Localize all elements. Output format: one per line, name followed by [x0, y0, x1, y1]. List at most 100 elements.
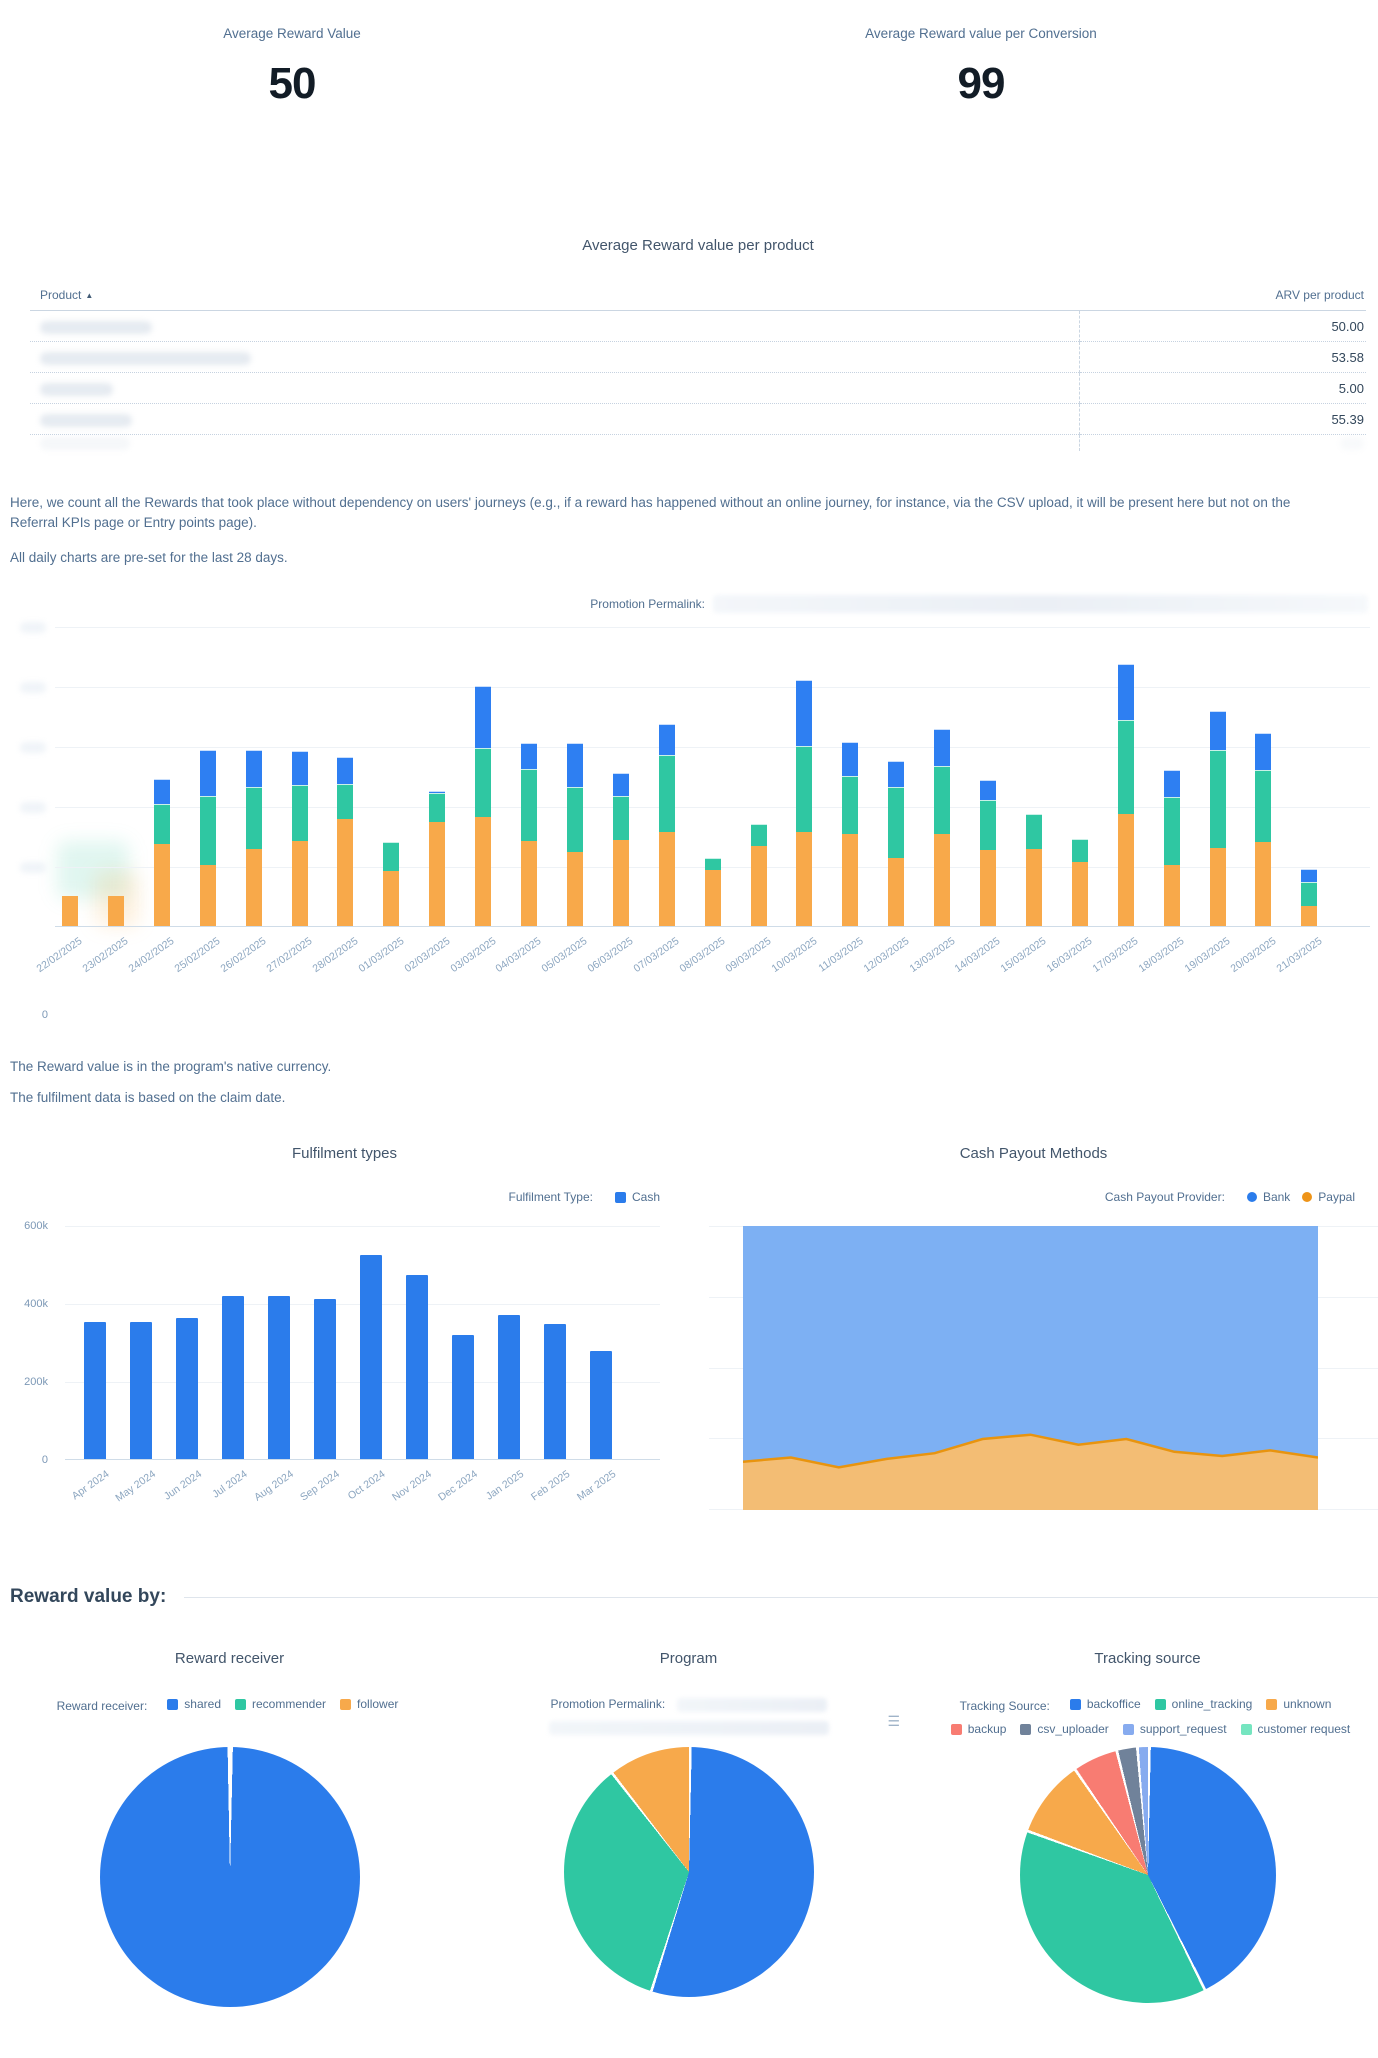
- daily-chart-plot-area: [55, 627, 1370, 928]
- green-segment: [612, 796, 629, 841]
- Cash-swatch: [614, 1191, 626, 1203]
- blue-segment: [842, 742, 859, 777]
- legend-item-backup[interactable]: backup: [950, 1718, 1006, 1741]
- table-title: Average Reward value per product: [582, 237, 814, 254]
- legend-title: Cash Payout Provider:: [1104, 1190, 1225, 1205]
- cash-bar-Aug-2024: [268, 1296, 290, 1460]
- blue-segment: [337, 757, 354, 785]
- legend-item-Bank[interactable]: Bank: [1246, 1190, 1290, 1204]
- legend-label: follower: [357, 1697, 399, 1712]
- stacked-bar-10/03/2025: [796, 680, 813, 927]
- orange-segment: [1025, 849, 1042, 927]
- unknown-swatch: [1266, 1699, 1278, 1711]
- blue-segment: [475, 686, 492, 749]
- orange-segment: [658, 832, 675, 927]
- green-segment: [1025, 814, 1042, 850]
- x-axis-label: 02/03/2025: [402, 935, 453, 976]
- legend-item-backoffice[interactable]: backoffice: [1069, 1693, 1141, 1716]
- stacked-bar-18/03/2025: [1163, 770, 1180, 927]
- cash-bar-Feb-2025: [544, 1324, 566, 1460]
- blue-segment: [521, 743, 537, 770]
- intro-paragraph: All daily charts are pre-set for the las…: [10, 550, 288, 566]
- kpi-average-reward-value: Average Reward Value 50: [0, 26, 584, 109]
- orange-segment: [245, 849, 262, 927]
- stacked-bar-21/03/2025: [1301, 869, 1318, 927]
- arv-value: 53.58: [1078, 341, 1366, 373]
- sort-asc-icon: ▲: [85, 291, 94, 300]
- redacted-y-tick: [20, 682, 46, 694]
- x-axis-label: 01/03/2025: [356, 935, 407, 976]
- orange-segment: [429, 822, 446, 927]
- csv_uploader-swatch: [1020, 1723, 1032, 1735]
- pie-title: Tracking source: [1094, 1650, 1201, 1668]
- backoffice-swatch: [1069, 1699, 1081, 1711]
- legend-item-recommender[interactable]: recommender: [235, 1693, 326, 1716]
- orange-segment: [980, 850, 996, 927]
- green-segment: [521, 769, 537, 842]
- redacted-product-name: [40, 351, 251, 365]
- orange-segment: [1301, 906, 1318, 927]
- x-axis-label: 13/03/2025: [907, 935, 957, 976]
- legend-item-Cash[interactable]: Cash: [614, 1190, 660, 1204]
- legend-item-support_request[interactable]: support_request: [1122, 1718, 1227, 1741]
- stacked-bar-11/03/2025: [842, 742, 859, 927]
- redacted-legend-value: [676, 1698, 827, 1713]
- legend-item-csv_uploader[interactable]: csv_uploader: [1020, 1718, 1109, 1741]
- stacked-bar-05/03/2025: [566, 743, 583, 927]
- x-axis-label: 08/03/2025: [677, 935, 728, 976]
- cash-bar-May-2024: [130, 1322, 152, 1460]
- orange-segment: [383, 871, 400, 927]
- table-row: 55.39: [30, 403, 1366, 435]
- cash-payout-area-chart: [709, 1226, 1378, 1511]
- legend-title: Fulfilment Type:: [508, 1190, 593, 1205]
- reward-receiver-legend: Reward receiver: shared recommender followe…: [57, 1693, 403, 1745]
- promotion-permalink-label: Promotion Permalink:: [590, 597, 705, 612]
- kpi-label: Average Reward Value: [223, 26, 361, 41]
- stacked-bar-20/03/2025: [1255, 733, 1272, 927]
- orange-segment: [1209, 848, 1226, 927]
- x-axis-label: Feb 2025: [528, 1468, 572, 1504]
- orange-segment: [1163, 865, 1180, 927]
- gridline: [65, 1226, 660, 1228]
- gridline: [55, 807, 1370, 809]
- x-axis-label: Jul 2024: [210, 1468, 250, 1501]
- blue-segment: [980, 780, 996, 801]
- online_tracking-swatch: [1154, 1699, 1166, 1711]
- legend-item-online_tracking[interactable]: online_tracking: [1154, 1693, 1252, 1716]
- kpi-value: 99: [957, 59, 1006, 108]
- legend-item-Paypal[interactable]: Paypal: [1302, 1190, 1355, 1204]
- redacted-product-name: [40, 382, 113, 396]
- green-segment: [658, 755, 675, 833]
- blue-segment: [658, 724, 675, 756]
- y-axis-label: 600k: [24, 1220, 48, 1233]
- redacted-y-tick: [20, 742, 46, 754]
- orange-segment: [62, 896, 78, 927]
- fulfilment-legend: Fulfilment Type: Cash: [0, 1190, 689, 1204]
- x-axis-label: Sep 2024: [298, 1468, 342, 1504]
- blue-segment: [291, 751, 308, 786]
- legend-item-customer-request[interactable]: customer request: [1240, 1718, 1350, 1741]
- legend-label: csv_uploader: [1037, 1721, 1109, 1736]
- cash-bar-Jul-2024: [222, 1296, 244, 1460]
- stacked-bar-22/02/2025: [62, 896, 78, 927]
- list-icon[interactable]: ☰: [887, 1713, 900, 1730]
- green-segment: [1255, 770, 1272, 843]
- redacted-y-tick: [20, 802, 46, 814]
- cash-bar-Nov-2024: [406, 1275, 428, 1460]
- column-header-arv[interactable]: ARV per product: [1079, 282, 1366, 311]
- x-axis-label: 14/03/2025: [952, 935, 1003, 976]
- stacked-bar-04/03/2025: [521, 743, 537, 927]
- legend-item-follower[interactable]: follower: [340, 1693, 398, 1716]
- blue-segment: [429, 791, 446, 794]
- gridline: [55, 627, 1370, 629]
- recommender-swatch: [235, 1699, 246, 1711]
- x-axis-label: 10/03/2025: [769, 935, 820, 976]
- stacked-bar-07/03/2025: [658, 724, 675, 927]
- tracking-source-legend: Tracking Source: backoffice online_trackin…: [941, 1693, 1355, 1745]
- column-header-product[interactable]: Product ▲: [30, 282, 1079, 311]
- green-segment: [291, 785, 308, 842]
- legend-item-shared[interactable]: shared: [167, 1693, 221, 1716]
- stacked-bar-09/03/2025: [750, 824, 767, 927]
- stacked-bar-12/03/2025: [888, 761, 905, 927]
- legend-item-unknown[interactable]: unknown: [1266, 1693, 1331, 1716]
